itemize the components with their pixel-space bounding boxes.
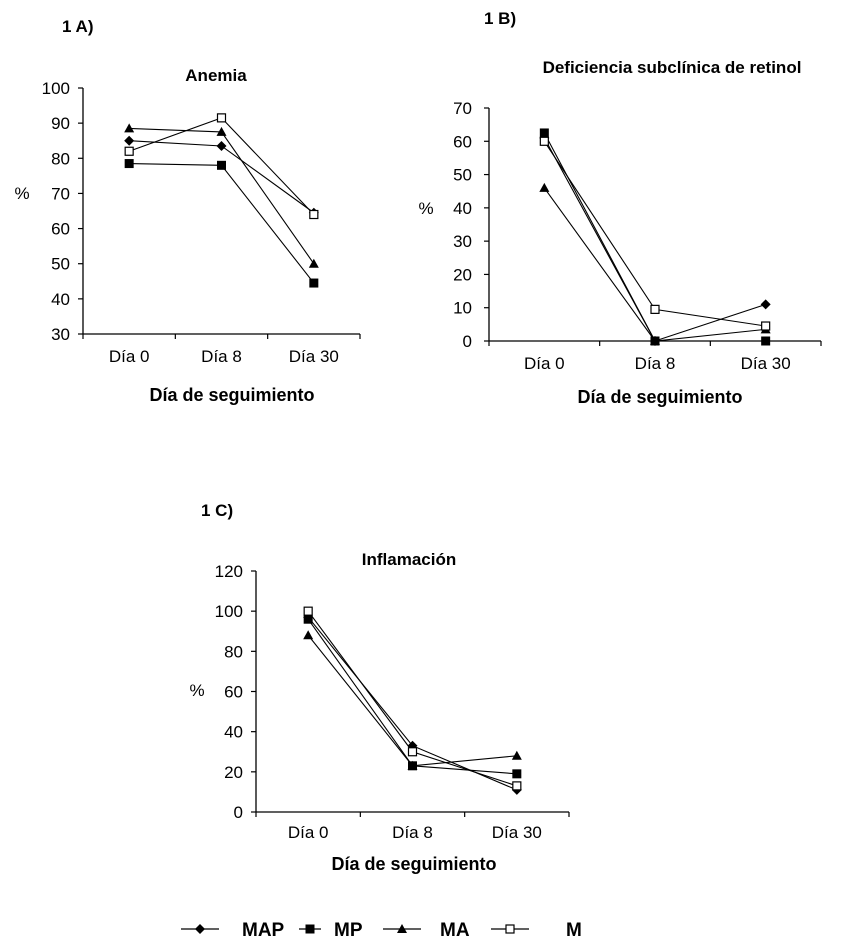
data-point-m <box>216 113 227 123</box>
panel-a-ylabel: % <box>14 184 29 203</box>
panel-c-label: 1 C) <box>201 501 233 520</box>
legend-label-m: M <box>566 920 582 941</box>
data-point-mp <box>124 159 134 169</box>
y-tick-label: 20 <box>224 763 243 782</box>
data-point-m <box>650 304 660 314</box>
x-tick-label: Día 0 <box>524 354 565 373</box>
data-point-ma <box>511 750 522 760</box>
data-point-ma <box>407 760 418 770</box>
y-tick-label: 70 <box>453 99 472 118</box>
panel-b-plot: 0 10 20 30 40 50 60 70 Día 0 Día 8 Día 30 <box>453 99 822 373</box>
y-tick-label: 60 <box>51 220 70 239</box>
data-point-m <box>124 146 134 156</box>
panel-a-plot: 30 40 50 60 70 80 90 100 Día 0 Día 8 Día 30 <box>42 79 361 366</box>
legend: MAP MP MA M <box>181 920 582 941</box>
legend-marker-mp <box>305 924 315 934</box>
panel-a-title: Anemia <box>185 66 247 85</box>
panel-b-ylabel: % <box>418 199 433 218</box>
y-tick-label: 40 <box>51 290 70 309</box>
y-tick-label: 70 <box>51 184 70 203</box>
data-point-m <box>309 209 319 220</box>
data-point-m <box>512 781 522 791</box>
data-point-mp <box>761 336 771 346</box>
data-point-ma <box>650 336 660 345</box>
data-point-m <box>539 136 549 146</box>
data-point-m <box>407 747 418 757</box>
data-point-ma <box>308 258 319 268</box>
legend-marker-ma <box>397 924 407 933</box>
y-tick-label: 120 <box>215 562 243 581</box>
panel-c-ylabel: % <box>189 681 204 700</box>
y-tick-label: 80 <box>224 642 243 661</box>
x-tick-label: Día 30 <box>741 354 791 373</box>
series-line-m <box>307 610 518 787</box>
x-tick-label: Día 8 <box>635 354 676 373</box>
legend-marker-map <box>195 924 205 934</box>
legend-marker-m <box>505 924 515 934</box>
x-tick-label: Día 30 <box>289 347 339 366</box>
data-point-ma <box>539 182 550 192</box>
x-tick-label: Día 0 <box>288 823 329 842</box>
legend-label-ma: MA <box>440 920 470 941</box>
y-tick-label: 0 <box>234 803 243 822</box>
y-tick-label: 50 <box>453 166 472 185</box>
panel-c-plot: 0 20 40 60 80 100 120 Día 0 Día 8 Día 30 <box>215 562 570 842</box>
y-tick-label: 20 <box>453 265 472 284</box>
panel-c-xlabel: Día de seguimiento <box>331 854 496 874</box>
panel-b-xlabel: Día de seguimiento <box>577 387 742 407</box>
y-tick-label: 90 <box>51 114 70 133</box>
data-point-m <box>303 606 313 616</box>
y-tick-label: 30 <box>51 325 70 344</box>
data-point-mp <box>309 278 319 288</box>
data-point-map <box>124 135 135 146</box>
panel-a-xlabel: Día de seguimiento <box>149 385 314 405</box>
panel-b-title: Deficiencia subclínica de retinol <box>543 58 802 77</box>
panel-b: 1 B) Deficiencia subclínica de retinol 0… <box>418 9 822 407</box>
series-line-map <box>129 140 315 214</box>
legend-label-map: MAP <box>242 920 285 941</box>
data-point-mp <box>217 160 226 170</box>
data-point-m <box>761 321 771 331</box>
y-tick-label: 40 <box>224 723 243 742</box>
y-tick-label: 40 <box>453 199 472 218</box>
data-point-map <box>760 299 771 310</box>
x-tick-label: Día 30 <box>492 823 542 842</box>
data-point-ma <box>303 630 314 640</box>
y-tick-label: 100 <box>42 79 70 98</box>
data-point-mp <box>512 769 522 779</box>
y-tick-label: 60 <box>224 683 243 702</box>
panel-a: 1 A) Anemia 30 40 50 60 70 80 90 100 Día 0 Día 8 D… <box>14 17 361 405</box>
y-tick-label: 100 <box>215 602 243 621</box>
x-tick-label: Día 8 <box>201 347 242 366</box>
data-point-mp <box>539 128 549 138</box>
y-tick-label: 10 <box>453 299 472 318</box>
x-tick-label: Día 8 <box>392 823 433 842</box>
y-tick-label: 50 <box>51 255 70 274</box>
panel-b-label: 1 B) <box>484 9 516 28</box>
legend-label-mp: MP <box>334 920 363 941</box>
y-tick-label: 30 <box>453 232 472 251</box>
panel-a-label: 1 A) <box>62 17 94 36</box>
data-point-ma <box>216 126 227 136</box>
y-tick-label: 0 <box>463 332 472 351</box>
data-point-ma <box>124 123 135 133</box>
data-point-map <box>216 140 227 151</box>
y-tick-label: 80 <box>51 149 70 168</box>
x-tick-label: Día 0 <box>109 347 150 366</box>
panel-c-title: Inflamación <box>362 550 456 569</box>
y-tick-label: 60 <box>453 132 472 151</box>
series-line-ma <box>543 187 766 342</box>
data-point-mp <box>303 614 313 624</box>
